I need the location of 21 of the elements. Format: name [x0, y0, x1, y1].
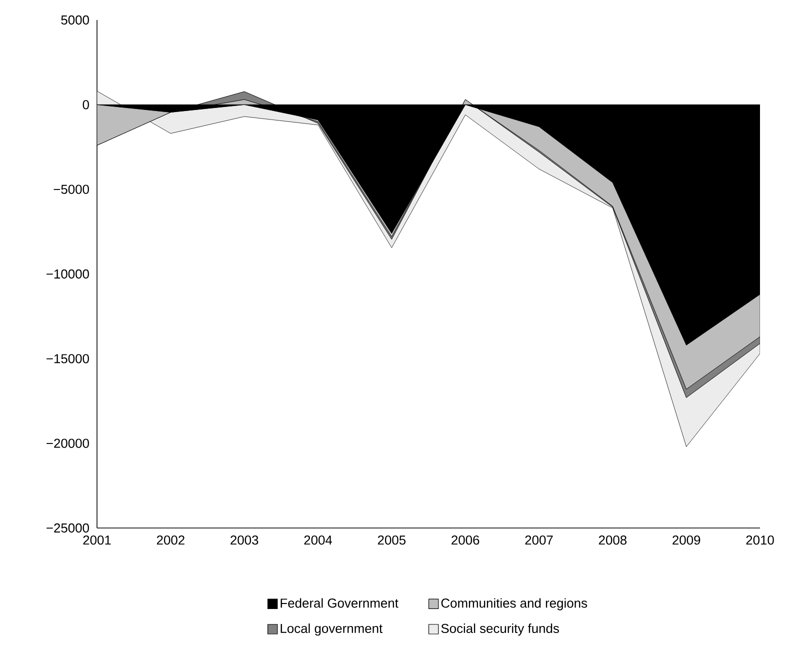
x-tick-label: 2006: [452, 536, 480, 545]
x-tick-label: 2008: [598, 536, 627, 545]
x-tick-label: 2010: [746, 536, 774, 545]
x-tick-label: 2004: [304, 536, 332, 545]
y-tick-label: 5000: [61, 15, 89, 25]
y-tick-label: −25000: [46, 523, 89, 533]
x-tick-label: 2001: [83, 536, 111, 545]
x-tick-label: 2003: [230, 536, 258, 545]
x-tick-label: 2005: [378, 536, 406, 545]
y-tick-label: −10000: [46, 269, 89, 279]
x-tick-label: 2009: [672, 536, 700, 545]
x-tick-label: 2002: [156, 536, 184, 545]
y-tick-label: −5000: [54, 184, 89, 194]
legend-label: Social security funds: [441, 624, 559, 636]
y-tick-label: 0: [82, 100, 89, 110]
y-tick-label: −20000: [46, 438, 89, 448]
x-tick-label: 2007: [525, 536, 553, 545]
legend-label: Communities and regions: [441, 598, 588, 610]
legend-label: Local government: [280, 624, 383, 636]
legend-label: Federal Government: [280, 598, 398, 608]
y-tick-label: −15000: [46, 354, 89, 364]
